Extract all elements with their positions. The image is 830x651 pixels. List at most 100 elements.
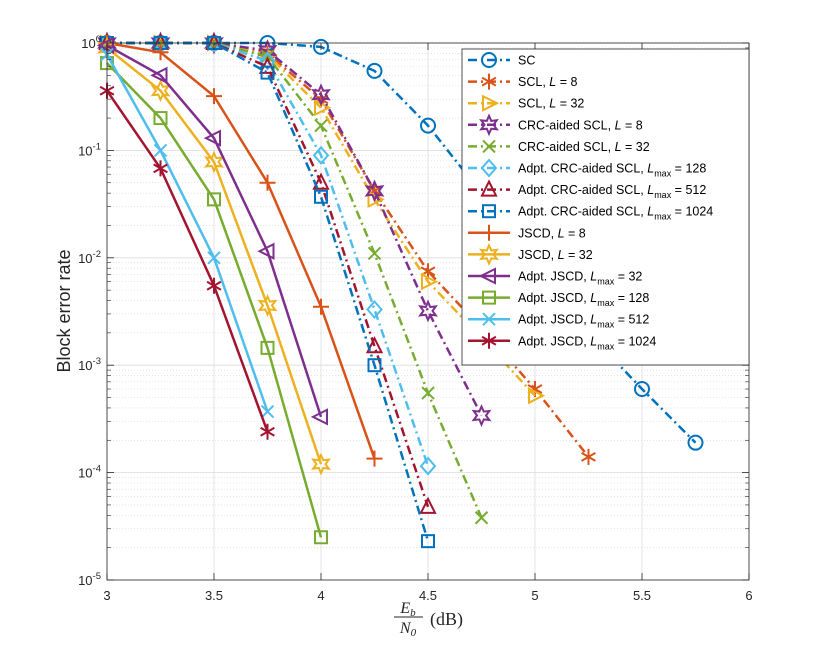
legend-entry: CRC-aided SCL, L = 8 [468,113,643,137]
y-tick-label: 10-4 [78,464,101,481]
legend-marker [482,204,496,219]
series-marker [418,299,438,323]
series-marker [260,423,275,440]
series-marker [207,251,221,265]
x-label-num-sub: b [410,607,416,619]
legend-label: Adpt. CRC-aided SCL, Lmax = 512 [518,183,706,200]
series-marker [528,387,546,405]
y-tick-label: 10-3 [78,356,101,373]
series-marker [257,294,278,317]
legend-marker [481,332,497,349]
legend-entry: SCL, L = 8 [468,73,577,90]
series-marker [153,143,168,158]
series-13 [99,82,275,440]
legend-label: SC [518,54,535,68]
series-10 [96,36,328,426]
series-marker [687,434,704,451]
legend-entry: Adpt. JSCD, Lmax = 1024 [468,332,656,351]
series-marker [367,358,382,373]
series-marker [311,83,331,107]
legend-entry: Adpt. CRC-aided SCL, Lmax = 1024 [468,204,713,222]
legend-entry: SC [468,52,535,68]
legend-label: Adpt. CRC-aided SCL, Lmax = 1024 [518,205,713,222]
legend-marker [482,139,496,154]
series-line [106,62,323,538]
x-axis-label: Eb N0 (dB) [394,600,463,639]
x-tick-label: 4 [317,588,324,603]
legend-label: Adpt. JSCD, Lmax = 512 [518,313,649,330]
series-marker [313,298,329,315]
series-marker [364,179,385,203]
x-tick-label: 4.5 [419,588,437,603]
legend-marker [479,242,499,266]
series-marker [260,65,275,80]
series-marker [314,99,332,117]
series-marker [366,62,383,79]
legend-entry: CRC-aided SCL, L = 32 [468,139,650,154]
legend-label: JSCD, L = 32 [518,248,593,262]
legend-entry: Adpt. JSCD, Lmax = 512 [468,312,649,330]
x-label-unit: (dB) [430,609,463,630]
series-marker [310,408,328,426]
series-marker [634,381,650,398]
legend-entry: JSCD, L = 32 [468,242,593,266]
y-axis-label: Block error rate [54,249,74,372]
y-tick-label: 10-5 [78,571,101,588]
series-marker [581,448,596,465]
series-marker [96,36,114,55]
legend-label: CRC-aided SCL, L = 8 [518,118,643,132]
series-marker [206,88,222,105]
svg-text:N0: N0 [399,620,417,639]
legend-marker [481,224,497,241]
x-label-num: E [399,600,410,617]
legend-entry: Adpt. JSCD, Lmax = 128 [468,290,649,308]
series-line [105,89,269,433]
legend-entry: Adpt. CRC-aided SCL, Lmax = 512 [468,179,706,200]
series-marker [366,299,383,320]
legend-marker [479,113,499,137]
series-marker [366,450,383,467]
legend-marker [480,158,498,178]
series-marker [203,129,221,147]
legend-marker [480,179,498,197]
legend-entry: Adpt. CRC-aided SCL, Lmax = 128 [468,158,706,179]
series-marker [313,38,329,55]
series-marker [419,456,437,476]
series-marker [257,242,275,260]
series-marker [474,511,489,525]
legend-marker [481,73,497,90]
legend-marker [482,94,500,112]
x-label-den-sub: 0 [411,627,417,639]
y-tick-label: 10-2 [78,249,101,266]
series-marker [421,273,439,291]
series-marker [152,44,169,61]
x-tick-label: 5.5 [633,588,651,603]
series-marker [206,277,222,294]
series-marker [207,192,221,207]
series-marker [260,340,275,355]
series-marker [421,534,435,549]
series-line [105,53,269,413]
series-marker [421,386,435,400]
series-marker [367,246,382,261]
series-marker [150,66,168,84]
legend-marker [478,267,496,285]
legend-label: Adpt. JSCD, Lmax = 1024 [518,334,656,351]
series-marker [259,174,276,191]
y-tick-label: 10-1 [78,141,101,158]
legend-label: Adpt. JSCD, Lmax = 32 [518,270,642,287]
series-marker [314,118,328,133]
legend-entry: JSCD, L = 8 [468,224,586,241]
series-marker [259,51,276,71]
series-marker [153,111,168,126]
series-marker [419,496,437,514]
series-marker [312,145,330,165]
x-tick-label: 5 [531,588,538,603]
series-marker [365,336,384,354]
legend-label: Adpt. CRC-aided SCL, Lmax = 128 [518,162,706,179]
legend-entry: Adpt. JSCD, Lmax = 32 [468,267,642,287]
series-marker [314,189,328,204]
legend-marker [482,290,496,305]
x-label-den: N [399,620,412,637]
